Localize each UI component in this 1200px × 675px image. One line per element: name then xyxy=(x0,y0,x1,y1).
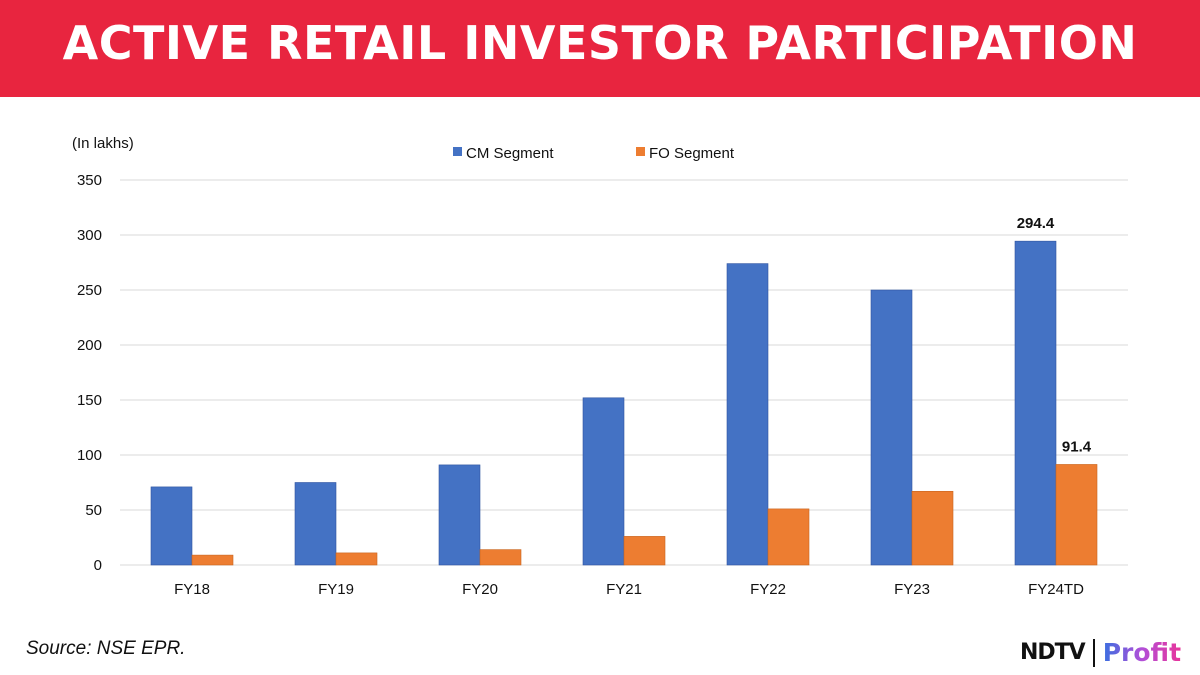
logo-ndtv: NDTV xyxy=(1020,640,1086,665)
y-tick-label: 300 xyxy=(77,227,102,244)
logo-profit: Profit xyxy=(1102,638,1182,667)
data-label: 91.4 xyxy=(1062,438,1092,455)
title-banner xyxy=(0,0,1200,97)
source-note: Source: NSE EPR. xyxy=(26,638,186,659)
y-tick-label: 150 xyxy=(77,392,102,409)
legend-label: FO Segment xyxy=(649,145,735,162)
ndtv-profit-logo: NDTV Profit xyxy=(1020,638,1181,667)
cm-bar-fy19 xyxy=(294,482,337,566)
fo-bar-fy24td xyxy=(1055,464,1098,566)
fo-bar-fy18 xyxy=(191,554,234,566)
y-tick-label: 100 xyxy=(77,447,102,464)
cm-bar-fy18 xyxy=(150,486,193,566)
fo-bar-fy23 xyxy=(911,490,954,566)
cm-bar-fy20 xyxy=(438,464,481,566)
y-tick-label: 200 xyxy=(77,337,102,354)
y-tick-label: 350 xyxy=(77,172,102,189)
cm-bar-fy21 xyxy=(582,397,625,566)
x-tick-label: FY19 xyxy=(318,581,354,598)
fo-bar-fy21 xyxy=(623,536,666,566)
y-tick-label: 50 xyxy=(85,502,102,519)
y-tick-label: 0 xyxy=(94,557,102,574)
fo-bar-fy20 xyxy=(479,549,522,566)
legend-swatch xyxy=(453,147,462,156)
x-tick-label: FY23 xyxy=(894,581,930,598)
data-label: 294.4 xyxy=(1017,215,1055,232)
page-title: ACTIVE RETAIL INVESTOR PARTICIPATION xyxy=(62,16,1138,70)
x-tick-label: FY24TD xyxy=(1028,581,1084,598)
legend-swatch xyxy=(636,147,645,156)
cm-bar-fy23 xyxy=(870,289,913,566)
x-tick-label: FY22 xyxy=(750,581,786,598)
fo-bar-fy19 xyxy=(335,552,378,566)
y-tick-label: 250 xyxy=(77,282,102,299)
cm-bar-fy24td xyxy=(1014,240,1057,566)
logo-divider xyxy=(1092,638,1095,667)
x-tick-label: FY20 xyxy=(462,581,498,598)
unit-label: (In lakhs) xyxy=(72,135,134,152)
legend-label: CM Segment xyxy=(466,145,554,162)
x-tick-label: FY18 xyxy=(174,581,210,598)
fo-bar-fy22 xyxy=(767,508,810,566)
cm-bar-fy22 xyxy=(726,263,769,566)
x-tick-label: FY21 xyxy=(606,581,642,598)
